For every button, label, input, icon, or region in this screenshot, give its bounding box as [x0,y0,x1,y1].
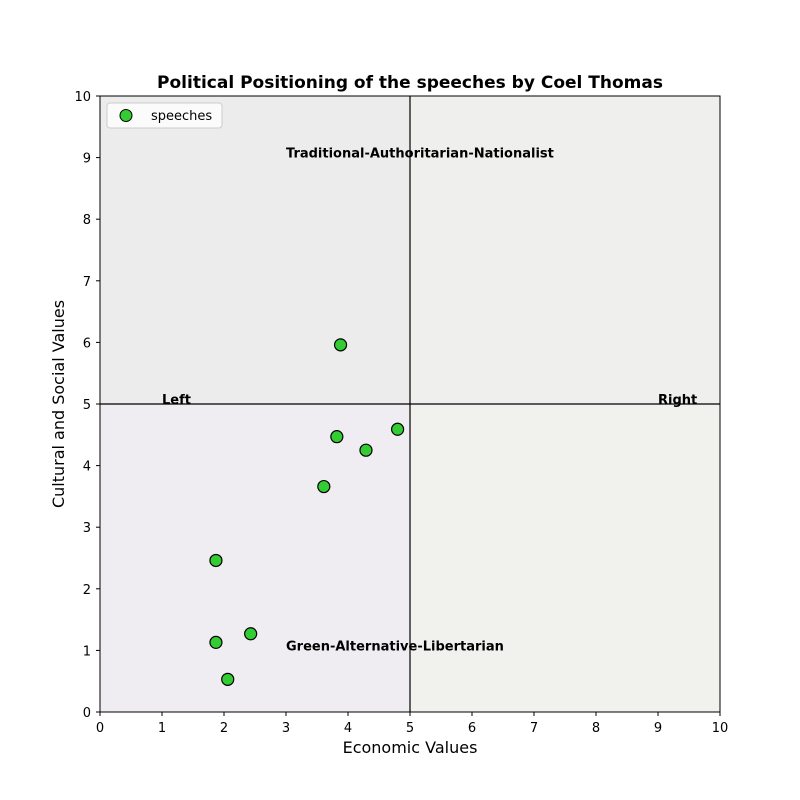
quadrant-bottom-left [100,404,410,712]
x-axis-ticks: 0 1 2 3 4 5 6 7 8 9 10 [96,712,728,736]
x-tick-label: 4 [344,721,352,736]
y-tick-label: 3 [83,521,91,536]
data-point [317,479,331,494]
y-axis-ticks: 0 1 2 3 4 5 6 7 8 9 10 [74,90,100,721]
y-tick-label: 10 [74,90,91,105]
y-tick-label: 2 [83,583,91,598]
y-axis-label: Cultural and Social Values [49,300,68,508]
data-point [333,338,348,352]
data-point [209,553,223,568]
x-tick-label: 10 [712,721,729,736]
quadrant-backgrounds [100,96,720,712]
x-tick-label: 5 [406,721,414,736]
legend-box [106,102,223,129]
data-point [209,635,223,649]
annotation-1: Green-Alternative-Libertarian [286,639,504,654]
x-tick-label: 8 [592,721,600,736]
x-tick-label: 0 [96,721,104,736]
x-tick-label: 6 [468,721,476,736]
y-tick-label: 1 [83,644,91,659]
quadrant-divider-lines [100,96,720,712]
x-tick-label: 3 [282,721,290,736]
y-tick-label: 6 [83,336,91,351]
quadrant-top-left [100,96,410,404]
data-point [244,627,258,641]
data-point [391,422,405,436]
data-point [221,672,235,686]
y-tick-label: 0 [83,706,91,721]
legend-marker [119,109,133,122]
scatter-points [209,338,405,686]
chart-title: Political Positioning of the speeches by… [157,73,663,93]
y-tick-label: 9 [83,152,91,167]
x-tick-label: 7 [530,721,538,736]
x-tick-label: 1 [158,721,166,736]
legend: speeches [106,102,223,129]
annotation-2: Left [162,393,191,408]
x-axis-label: Economic Values [343,738,478,757]
quadrant-bottom-right [410,404,720,712]
data-point [359,443,373,457]
annotation-3: Right [658,393,697,408]
x-tick-label: 2 [220,721,228,736]
annotation-0: Traditional-Authoritarian-Nationalist [286,147,554,162]
quadrant-top-right [410,96,720,404]
y-tick-label: 8 [83,213,91,228]
y-tick-label: 7 [83,275,91,290]
y-tick-label: 5 [83,398,91,413]
legend-label: speeches [151,109,212,124]
data-point [330,430,344,444]
x-tick-label: 9 [654,721,662,736]
y-tick-label: 4 [83,460,91,475]
quadrant-annotations: Traditional-Authoritarian-Nationalist Gre… [162,147,697,655]
